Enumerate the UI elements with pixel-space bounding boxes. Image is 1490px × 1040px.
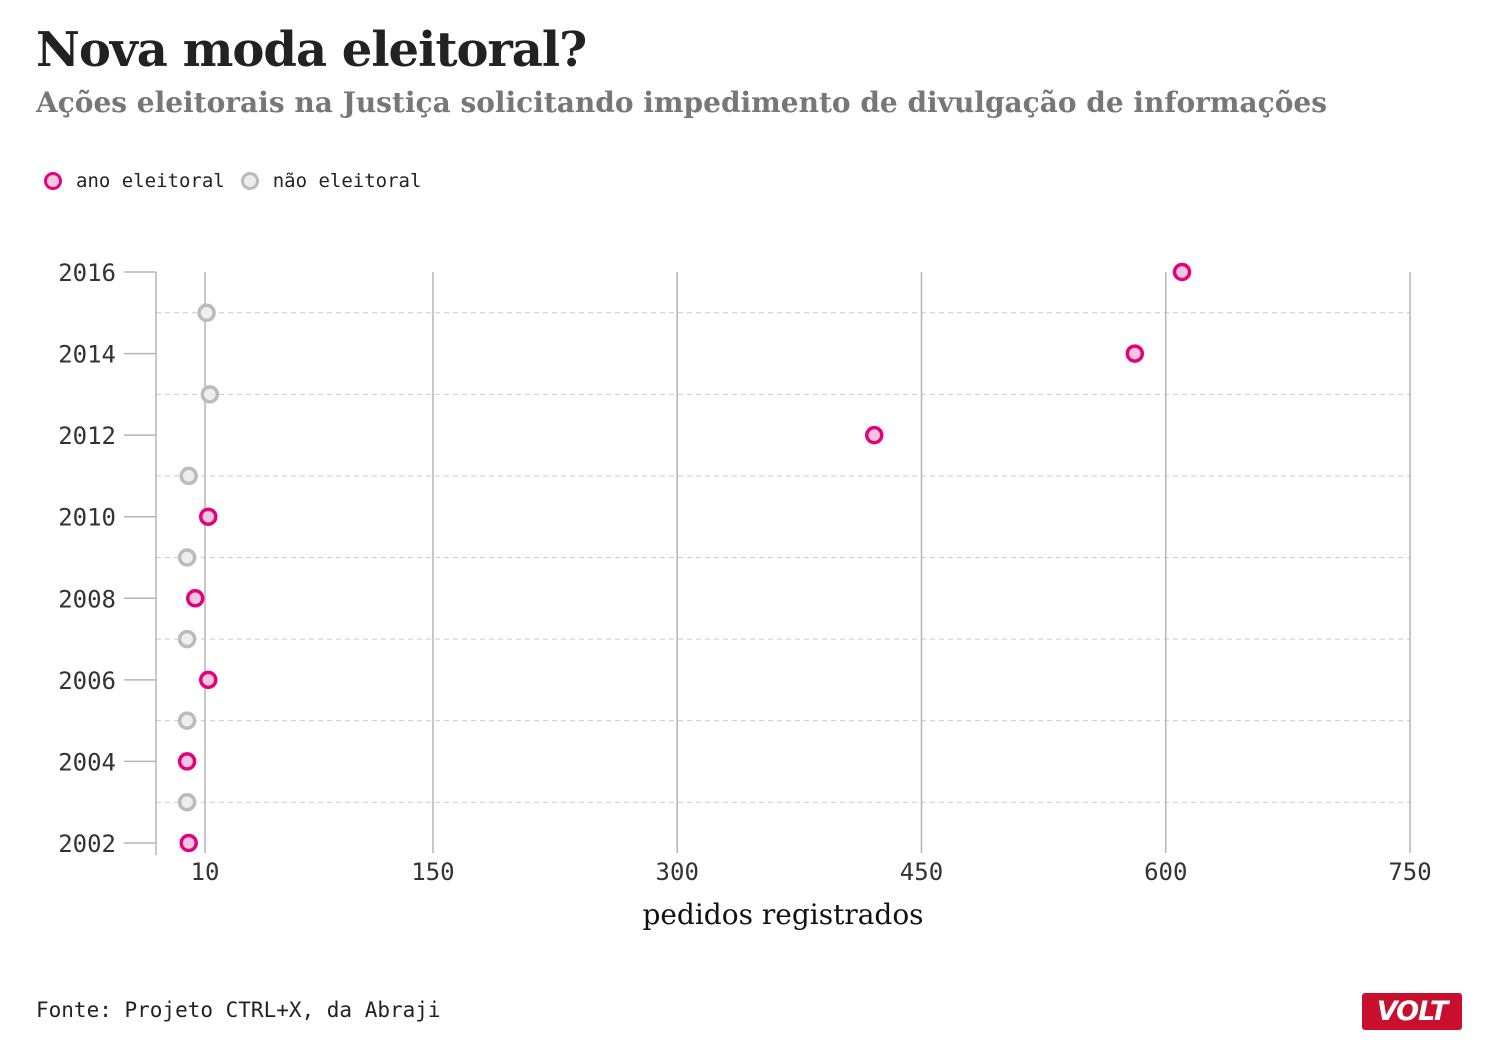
data-point-2005 [177, 711, 197, 730]
source-note: Fonte: Projeto CTRL+X, da Abraji [36, 998, 441, 1022]
volt-logo: VOLT [1362, 993, 1462, 1030]
data-point-2010 [199, 507, 218, 526]
chart-subtitle: Ações eleitorais na Justiça solicitando … [36, 86, 1327, 119]
y-tick-label-2016: 2016 [58, 259, 116, 287]
data-point-2014 [1125, 344, 1145, 363]
volt-logo-text: VOLT [1376, 996, 1449, 1027]
legend-marker-nao-eleitoral [240, 172, 259, 190]
x-axis-label: pedidos registrados [642, 898, 923, 931]
y-tick-label-2014: 2014 [58, 341, 116, 369]
data-point-2004 [177, 752, 197, 771]
y-tick-label-2004: 2004 [58, 748, 116, 776]
data-point-2016 [1172, 262, 1192, 282]
legend: ano eleitoral não eleitoral [44, 170, 437, 192]
legend-label-eleitoral: ano eleitoral [76, 170, 225, 192]
data-point-2011 [179, 466, 198, 486]
y-tick-label-2008: 2008 [58, 585, 116, 613]
x-tick-label-750: 750 [1388, 858, 1431, 886]
data-point-2007 [177, 629, 197, 649]
y-tick-label-2010: 2010 [58, 504, 116, 532]
grid [156, 272, 1411, 853]
legend-item-nao-eleitoral: não eleitoral [240, 170, 422, 192]
legend-marker-eleitoral [44, 172, 62, 190]
data-point-2015 [197, 303, 216, 323]
x-tick-label-300: 300 [656, 858, 699, 886]
data-point-2009 [177, 548, 197, 567]
data-point-2013 [200, 385, 220, 404]
data-points [177, 262, 1192, 853]
data-point-2002 [179, 833, 198, 853]
axes: 2002 2004 2006 2008 2010 2012 2014 2016 10 150 300… [58, 259, 1431, 931]
legend-item-eleitoral: ano eleitoral [44, 170, 225, 192]
chart-title: Nova moda eleitoral? [36, 22, 587, 78]
x-tick-label-600: 600 [1144, 858, 1187, 886]
x-tick-label-450: 450 [900, 858, 943, 886]
data-point-2008 [185, 589, 205, 608]
x-tick-label-150: 150 [411, 858, 454, 886]
data-point-2003 [177, 792, 197, 812]
x-tick-label-10: 10 [191, 858, 220, 886]
y-tick-label-2012: 2012 [58, 422, 116, 450]
legend-label-nao-eleitoral: não eleitoral [272, 170, 422, 192]
y-tick-label-2002: 2002 [58, 830, 116, 858]
data-point-2006 [199, 670, 218, 690]
data-point-2012 [865, 425, 884, 445]
y-tick-label-2006: 2006 [58, 667, 116, 695]
